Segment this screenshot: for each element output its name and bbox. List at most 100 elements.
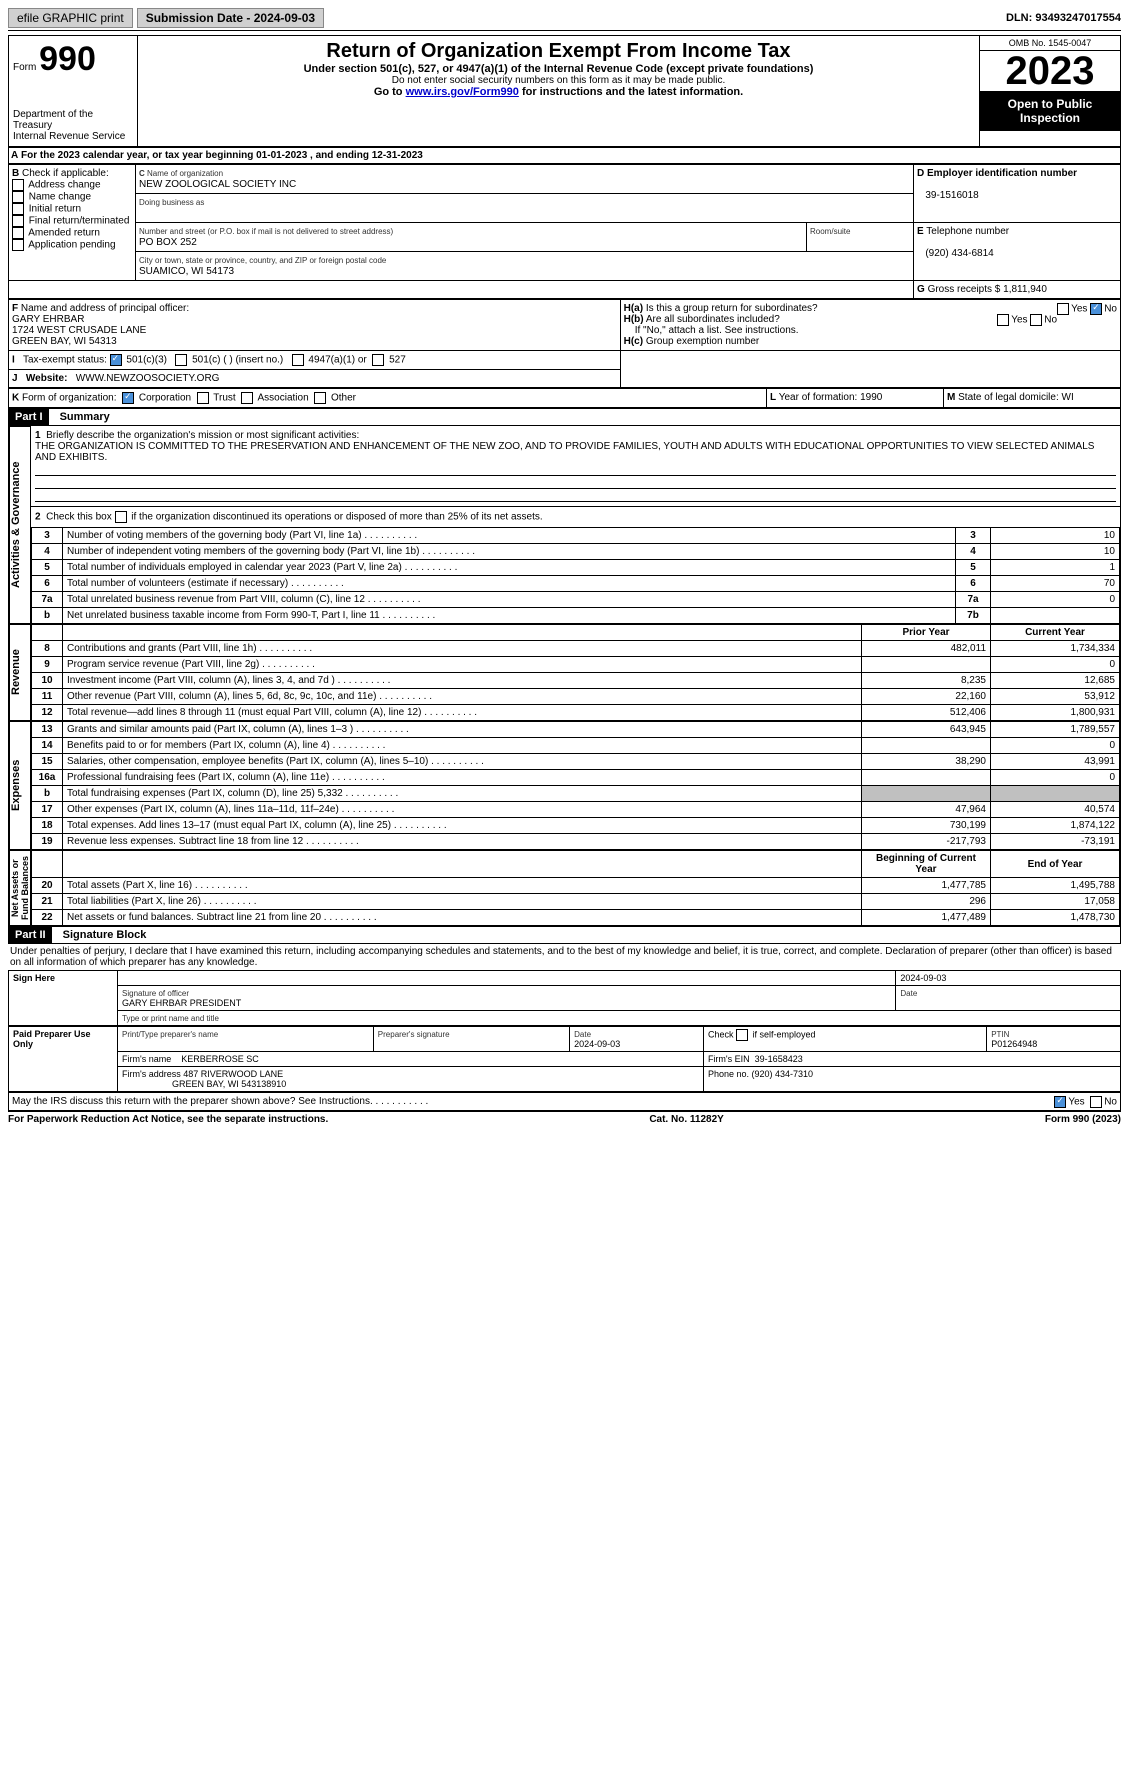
net-assets-section: Net Assets orFund Balances Beginning of … xyxy=(8,850,1121,926)
expenses-table: 13Grants and similar amounts paid (Part … xyxy=(31,721,1120,850)
discuss-no-checkbox[interactable] xyxy=(1090,1096,1102,1108)
blank-line xyxy=(35,463,1116,476)
governance-lines-table: 3Number of voting members of the governi… xyxy=(31,527,1120,624)
firm-name: KERBERROSE SC xyxy=(181,1054,259,1064)
sig-date: 2024-09-03 xyxy=(896,971,1121,986)
527-checkbox[interactable] xyxy=(372,354,384,366)
dept-label: Department of the Treasury Internal Reve… xyxy=(13,109,133,142)
form-org-table: K Form of organization: Corporation Trus… xyxy=(8,388,1121,408)
form-note-ssn: Do not enter social security numbers on … xyxy=(142,75,975,86)
assoc-checkbox[interactable] xyxy=(241,392,253,404)
form-number: 990 xyxy=(39,40,96,78)
gross-receipts-value: 1,811,940 xyxy=(1003,284,1047,295)
perjury-declaration: Under penalties of perjury, I declare th… xyxy=(8,944,1121,970)
year-formation-label: Year of formation: xyxy=(779,392,858,403)
form-org-label: Form of organization: xyxy=(22,393,117,404)
firm-ein: 39-1658423 xyxy=(755,1054,803,1064)
part1-title: Summary xyxy=(52,411,110,423)
discuss-row: May the IRS discuss this return with the… xyxy=(8,1092,1121,1111)
prep-sig-label: Preparer's signature xyxy=(378,1030,450,1039)
org-name: NEW ZOOLOGICAL SOCIETY INC xyxy=(139,179,296,190)
ha-label: Is this a group return for subordinates? xyxy=(646,303,818,314)
type-name-label: Type or print name and title xyxy=(122,1014,219,1023)
table-row: 22Net assets or fund balances. Subtract … xyxy=(32,910,1120,926)
501c3-checkbox[interactable] xyxy=(110,354,122,366)
begin-year-header: Beginning of Current Year xyxy=(862,851,991,878)
officer-label: Name and address of principal officer: xyxy=(21,303,189,314)
amended-return-checkbox[interactable] xyxy=(12,227,24,239)
firm-phone: (920) 434-7310 xyxy=(752,1069,814,1079)
initial-return-checkbox[interactable] xyxy=(12,203,24,215)
end-year-header: End of Year xyxy=(991,851,1120,878)
firm-name-label: Firm's name xyxy=(122,1054,171,1064)
firm-addr1: 487 RIVERWOOD LANE xyxy=(183,1069,283,1079)
name-change-checkbox[interactable] xyxy=(12,191,24,203)
activities-governance-section: Activities & Governance 1 Briefly descri… xyxy=(8,426,1121,624)
prep-date: 2024-09-03 xyxy=(574,1039,620,1049)
hb-no-checkbox[interactable] xyxy=(1030,314,1042,326)
phone-value: (920) 434-6814 xyxy=(925,248,993,259)
table-row: 15Salaries, other compensation, employee… xyxy=(32,754,1120,770)
submission-date-button[interactable]: Submission Date - 2024-09-03 xyxy=(137,8,324,28)
irs-link[interactable]: www.irs.gov/Form990 xyxy=(406,86,519,98)
hb-yes-checkbox[interactable] xyxy=(997,314,1009,326)
table-row: 6Total number of volunteers (estimate if… xyxy=(32,576,1120,592)
officer-status-table: F Name and address of principal officer:… xyxy=(8,299,1121,388)
application-pending-checkbox[interactable] xyxy=(12,239,24,251)
part1-header-row: Part I Summary xyxy=(8,408,1121,426)
year-formation-value: 1990 xyxy=(860,392,882,403)
tax-status-label: Tax-exempt status: xyxy=(23,355,107,366)
revenue-section: Revenue Prior Year Current Year 8Contrib… xyxy=(8,624,1121,721)
form-subtitle: Under section 501(c), 527, or 4947(a)(1)… xyxy=(142,63,975,75)
dba-label: Doing business as xyxy=(139,198,204,207)
room-label: Room/suite xyxy=(810,227,850,236)
table-row: 14Benefits paid to or for members (Part … xyxy=(32,738,1120,754)
mission-text: THE ORGANIZATION IS COMMITTED TO THE PRE… xyxy=(35,441,1094,463)
efile-button[interactable]: efile GRAPHIC print xyxy=(8,8,133,28)
table-row: 13Grants and similar amounts paid (Part … xyxy=(32,722,1120,738)
hc-label: Group exemption number xyxy=(646,336,759,347)
table-row: 11Other revenue (Part VIII, column (A), … xyxy=(32,689,1120,705)
table-row: 7aTotal unrelated business revenue from … xyxy=(32,592,1120,608)
dln-label: DLN: 93493247017554 xyxy=(1006,12,1121,24)
part2-title: Signature Block xyxy=(55,929,147,941)
ha-no-checkbox[interactable] xyxy=(1090,303,1102,315)
footer-mid: Cat. No. 11282Y xyxy=(649,1114,723,1125)
final-return-checkbox[interactable] xyxy=(12,215,24,227)
table-row: bTotal fundraising expenses (Part IX, co… xyxy=(32,786,1120,802)
discuss-label: May the IRS discuss this return with the… xyxy=(12,1096,428,1107)
table-row: 18Total expenses. Add lines 13–17 (must … xyxy=(32,818,1120,834)
tax-year: 2023 xyxy=(980,51,1120,91)
city-value: SUAMICO, WI 54173 xyxy=(139,266,234,277)
revenue-label: Revenue xyxy=(9,624,31,721)
blank-line xyxy=(35,489,1116,502)
table-row: 20Total assets (Part X, line 16)1,477,78… xyxy=(32,878,1120,894)
4947-checkbox[interactable] xyxy=(292,354,304,366)
ein-value: 39-1516018 xyxy=(925,190,978,201)
other-checkbox[interactable] xyxy=(314,392,326,404)
ha-yes-checkbox[interactable] xyxy=(1057,303,1069,315)
firm-addr2: GREEN BAY, WI 543138910 xyxy=(172,1079,286,1089)
discuss-yes-checkbox[interactable] xyxy=(1054,1096,1066,1108)
net-assets-table: Beginning of Current Year End of Year 20… xyxy=(31,850,1120,926)
page-footer: For Paperwork Reduction Act Notice, see … xyxy=(8,1111,1121,1125)
corp-checkbox[interactable] xyxy=(122,392,134,404)
table-row: 8Contributions and grants (Part VIII, li… xyxy=(32,641,1120,657)
current-year-header: Current Year xyxy=(991,625,1120,641)
paid-preparer-label: Paid Preparer Use Only xyxy=(9,1027,118,1092)
hb-note: If "No," attach a list. See instructions… xyxy=(635,325,799,336)
expenses-label: Expenses xyxy=(9,721,31,850)
address-change-checkbox[interactable] xyxy=(12,179,24,191)
501c-checkbox[interactable] xyxy=(175,354,187,366)
form-note-link: Go to www.irs.gov/Form990 for instructio… xyxy=(142,86,975,98)
self-employed-checkbox[interactable] xyxy=(736,1029,748,1041)
q2-checkbox[interactable] xyxy=(115,511,127,523)
table-row: 4Number of independent voting members of… xyxy=(32,544,1120,560)
trust-checkbox[interactable] xyxy=(197,392,209,404)
footer-left: For Paperwork Reduction Act Notice, see … xyxy=(8,1114,328,1125)
ptin-value: P01264948 xyxy=(991,1039,1037,1049)
table-row: 5Total number of individuals employed in… xyxy=(32,560,1120,576)
ptin-label: PTIN xyxy=(991,1030,1009,1039)
table-row: 17Other expenses (Part IX, column (A), l… xyxy=(32,802,1120,818)
table-row: 21Total liabilities (Part X, line 26)296… xyxy=(32,894,1120,910)
